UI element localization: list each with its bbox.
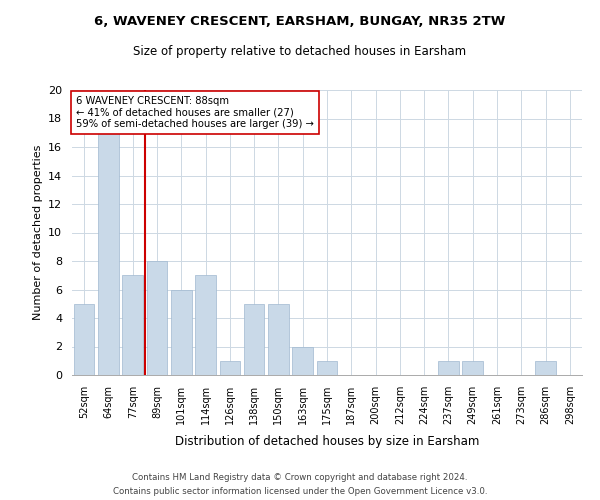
Bar — [171, 290, 191, 375]
Bar — [98, 132, 119, 375]
Bar — [268, 304, 289, 375]
Text: Contains HM Land Registry data © Crown copyright and database right 2024.: Contains HM Land Registry data © Crown c… — [132, 472, 468, 482]
Text: Contains public sector information licensed under the Open Government Licence v3: Contains public sector information licen… — [113, 486, 487, 496]
Y-axis label: Number of detached properties: Number of detached properties — [32, 145, 43, 320]
Bar — [195, 275, 216, 375]
Bar — [122, 275, 143, 375]
Bar — [74, 304, 94, 375]
Text: 6, WAVENEY CRESCENT, EARSHAM, BUNGAY, NR35 2TW: 6, WAVENEY CRESCENT, EARSHAM, BUNGAY, NR… — [94, 15, 506, 28]
Bar — [220, 361, 240, 375]
Bar — [438, 361, 459, 375]
Bar — [463, 361, 483, 375]
Bar — [535, 361, 556, 375]
Bar — [317, 361, 337, 375]
Text: Size of property relative to detached houses in Earsham: Size of property relative to detached ho… — [133, 45, 467, 58]
Bar — [244, 304, 265, 375]
Text: 6 WAVENEY CRESCENT: 88sqm
← 41% of detached houses are smaller (27)
59% of semi-: 6 WAVENEY CRESCENT: 88sqm ← 41% of detac… — [76, 96, 314, 129]
Text: Distribution of detached houses by size in Earsham: Distribution of detached houses by size … — [175, 435, 479, 448]
Bar — [146, 261, 167, 375]
Bar — [292, 346, 313, 375]
